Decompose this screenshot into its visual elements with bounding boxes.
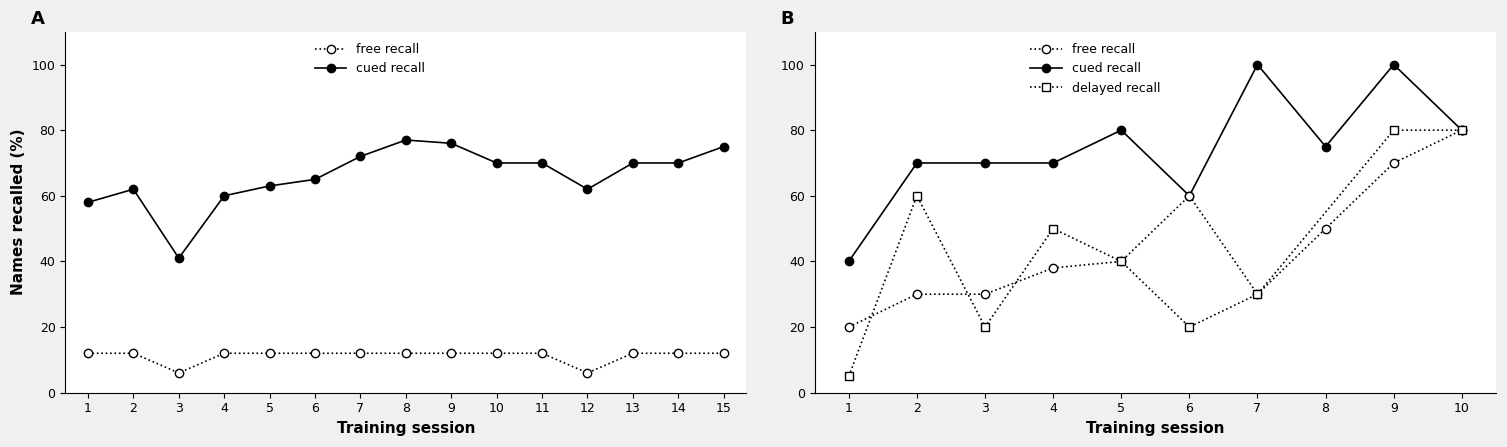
Legend: free recall, cued recall: free recall, cued recall: [310, 38, 429, 80]
Legend: free recall, cued recall, delayed recall: free recall, cued recall, delayed recall: [1025, 38, 1165, 100]
Y-axis label: Names recalled (%): Names recalled (%): [11, 129, 26, 295]
Text: A: A: [32, 10, 45, 28]
X-axis label: Training session: Training session: [336, 421, 475, 436]
Text: B: B: [781, 10, 794, 28]
X-axis label: Training session: Training session: [1087, 421, 1225, 436]
